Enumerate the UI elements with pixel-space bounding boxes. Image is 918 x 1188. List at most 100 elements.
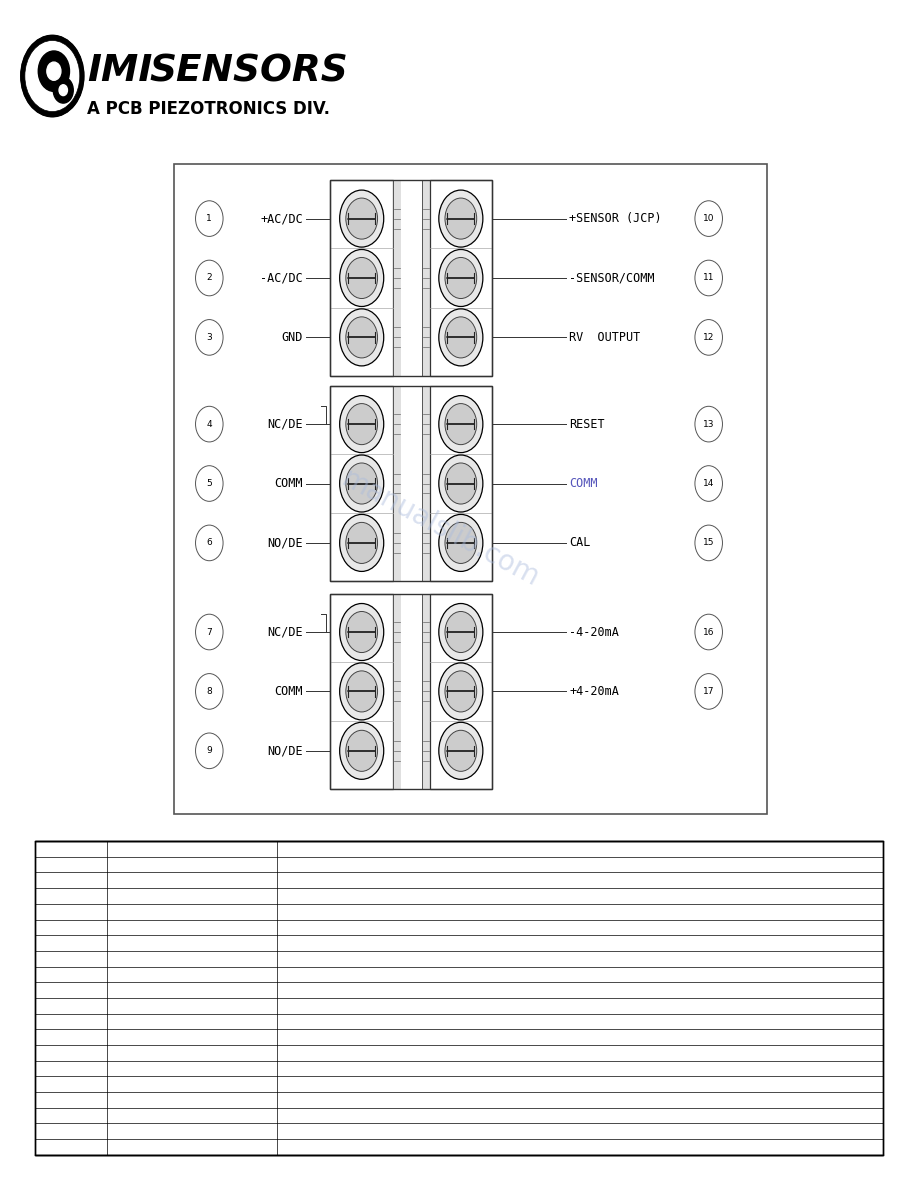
Text: 13: 13 [703, 419, 714, 429]
Circle shape [439, 455, 483, 512]
Text: COMM: COMM [274, 478, 303, 489]
Circle shape [59, 84, 67, 95]
Bar [421, 181, 430, 375]
Circle shape [346, 317, 377, 358]
Text: A PCB PIEZOTRONICS DIV.: A PCB PIEZOTRONICS DIV. [87, 100, 330, 119]
Circle shape [21, 36, 84, 116]
Circle shape [346, 198, 377, 239]
Circle shape [439, 722, 483, 779]
Circle shape [445, 198, 476, 239]
Text: 6: 6 [207, 538, 212, 548]
Bar [35, 841, 883, 1155]
Text: RV  OUTPUT: RV OUTPUT [569, 331, 641, 343]
Text: 14: 14 [703, 479, 714, 488]
Text: manualslib.com: manualslib.com [337, 465, 544, 593]
Circle shape [196, 320, 223, 355]
Circle shape [340, 722, 384, 779]
Text: 4: 4 [207, 419, 212, 429]
Text: IMI: IMI [87, 53, 152, 89]
Text: SENSORS: SENSORS [150, 53, 349, 89]
Text: -SENSOR/COMM: -SENSOR/COMM [569, 272, 655, 284]
Circle shape [340, 190, 384, 247]
Circle shape [196, 525, 223, 561]
Circle shape [439, 396, 483, 453]
Text: 9: 9 [207, 746, 212, 756]
Text: +AC/DC: +AC/DC [260, 213, 303, 225]
Text: 5: 5 [207, 479, 212, 488]
Text: 11: 11 [703, 273, 714, 283]
Bar [330, 386, 393, 581]
Circle shape [196, 466, 223, 501]
Text: 8: 8 [207, 687, 212, 696]
Circle shape [340, 663, 384, 720]
Bar [430, 386, 492, 581]
Bar [330, 594, 492, 789]
Circle shape [196, 674, 223, 709]
Bar [401, 386, 421, 581]
Circle shape [25, 40, 80, 112]
Circle shape [53, 77, 73, 103]
Circle shape [439, 249, 483, 307]
Bar [421, 594, 430, 789]
Text: 3: 3 [207, 333, 212, 342]
Circle shape [340, 249, 384, 307]
Text: 10: 10 [703, 214, 714, 223]
Bar [430, 594, 492, 789]
Text: COMM: COMM [569, 478, 598, 489]
Circle shape [346, 671, 377, 712]
Circle shape [39, 51, 70, 91]
Bar [330, 386, 492, 581]
Text: 15: 15 [703, 538, 714, 548]
Text: 12: 12 [703, 333, 714, 342]
Circle shape [196, 406, 223, 442]
Text: NC/DE: NC/DE [267, 626, 303, 638]
Text: 2: 2 [207, 273, 212, 283]
Circle shape [445, 671, 476, 712]
Circle shape [340, 455, 384, 512]
Circle shape [695, 201, 722, 236]
Bar [330, 181, 393, 375]
Circle shape [346, 523, 377, 563]
Circle shape [445, 317, 476, 358]
Text: 16: 16 [703, 627, 714, 637]
Circle shape [695, 674, 722, 709]
Bar [421, 386, 430, 581]
Bar [174, 164, 767, 814]
Circle shape [47, 62, 61, 81]
Text: COMM: COMM [274, 685, 303, 697]
Circle shape [445, 404, 476, 444]
Bar [401, 181, 421, 375]
Bar [401, 594, 421, 789]
Circle shape [346, 463, 377, 504]
Circle shape [340, 514, 384, 571]
Circle shape [346, 404, 377, 444]
Circle shape [439, 663, 483, 720]
Circle shape [445, 463, 476, 504]
Circle shape [196, 260, 223, 296]
Text: CAL: CAL [569, 537, 590, 549]
Circle shape [196, 733, 223, 769]
Bar [393, 386, 401, 581]
Circle shape [340, 396, 384, 453]
Circle shape [196, 614, 223, 650]
Circle shape [346, 612, 377, 652]
Text: RESET: RESET [569, 418, 605, 430]
Circle shape [346, 731, 377, 771]
Circle shape [445, 523, 476, 563]
Bar [430, 181, 492, 375]
Bar [393, 594, 401, 789]
Circle shape [346, 258, 377, 298]
Circle shape [439, 514, 483, 571]
Bar [35, 841, 883, 1155]
Circle shape [196, 201, 223, 236]
Circle shape [439, 190, 483, 247]
Circle shape [695, 320, 722, 355]
Circle shape [695, 525, 722, 561]
Text: +SENSOR (JCP): +SENSOR (JCP) [569, 213, 662, 225]
Circle shape [695, 260, 722, 296]
Circle shape [439, 604, 483, 661]
Text: GND: GND [282, 331, 303, 343]
Circle shape [340, 309, 384, 366]
Text: -4-20mA: -4-20mA [569, 626, 619, 638]
Circle shape [340, 604, 384, 661]
